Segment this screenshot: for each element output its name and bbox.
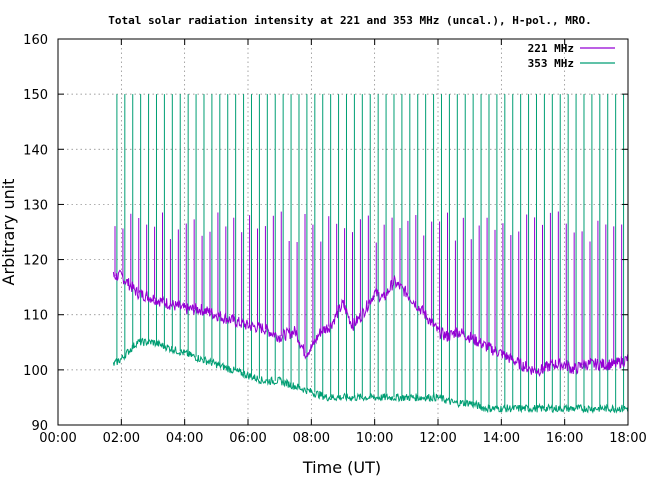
legend-label-353: 353 MHz	[528, 57, 574, 70]
x-tick-label: 10:00	[356, 431, 393, 446]
x-axis-label: Time (UT)	[302, 458, 381, 477]
y-axis-label: Arbitrary unit	[0, 179, 18, 286]
y-tick-label: 130	[23, 198, 48, 213]
x-tick-label: 06:00	[229, 431, 266, 446]
y-tick-label: 120	[23, 254, 48, 269]
series-353-line	[112, 337, 629, 414]
x-tick-label: 12:00	[419, 431, 456, 446]
x-tick-label: 16:00	[546, 431, 583, 446]
x-tick-label: 04:00	[166, 431, 203, 446]
chart-title: Total solar radiation intensity at 221 a…	[108, 14, 591, 27]
series-221-line	[112, 269, 629, 378]
y-tick-label: 90	[31, 419, 48, 434]
y-tick-label: 150	[23, 88, 48, 103]
x-tick-label: 08:00	[293, 431, 330, 446]
plot-series	[112, 94, 629, 414]
y-tick-label: 110	[23, 309, 48, 324]
legend-label-221: 221 MHz	[528, 42, 574, 55]
legend: 221 MHz 353 MHz	[528, 42, 615, 70]
x-tick-label: 14:00	[483, 431, 520, 446]
axis-ticks: 00:00 02:00 04:00 06:00 08:00 10:00 12:00 14:00…	[23, 33, 647, 446]
y-tick-label: 160	[23, 33, 48, 48]
y-tick-label: 100	[23, 364, 48, 379]
plot-frame	[57, 38, 629, 426]
grid-lines	[58, 39, 628, 425]
x-tick-label: 18:00	[609, 431, 646, 446]
y-tick-label: 140	[23, 143, 48, 158]
x-tick-label: 02:00	[103, 431, 140, 446]
x-tick-label: 00:00	[39, 431, 76, 446]
